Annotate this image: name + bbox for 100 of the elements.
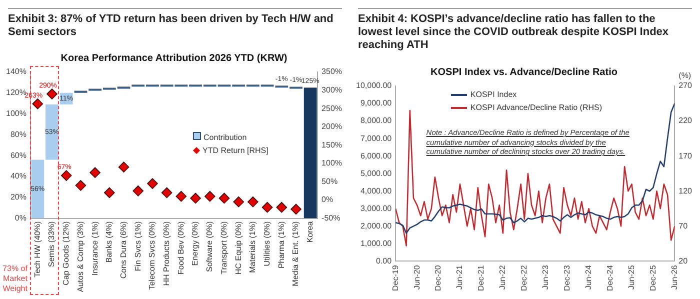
point: [176, 190, 187, 202]
x-tick-label: Jun-22: [498, 264, 508, 290]
y-tick-label: 40%: [10, 172, 26, 181]
x-tick-label: Dec-22: [520, 264, 529, 292]
y-tick-label: 140%: [6, 67, 26, 76]
y2-tick-label: 70: [678, 221, 688, 230]
point: [248, 196, 258, 208]
y-tick-label: 4,000.00: [360, 186, 392, 196]
y2-tick-label: 150%: [322, 140, 342, 150]
point: [276, 202, 288, 213]
x-tick-label: HC Equip (0%): [234, 220, 243, 275]
x-tick-label: Tech HW (40%): [32, 220, 42, 278]
legend-label: Contribution: [202, 132, 248, 144]
chart-title: Exhibit 4: KOSPI’s advance/decline ratio has fallen to the lowest level since the COVID outbreak despite KOSPI Index reaching ATH: [358, 8, 692, 52]
x-tick-label: Materials (1%): [248, 220, 258, 273]
x-tick-label: Fin Svcs (1%): [133, 220, 142, 272]
y-tick-label: 1,000.00: [360, 238, 392, 248]
y2-tick-label: -50%: [322, 214, 340, 223]
y-tick-label: 6,000.00: [360, 151, 392, 160]
y2-tick-label: 20: [678, 256, 688, 266]
x-tick-label: Jun-25: [626, 264, 636, 290]
legend-label: YTD Return [RHS]: [202, 144, 268, 157]
x-tick-label: Korea: [306, 220, 315, 243]
point: [147, 178, 158, 189]
x-tick-label: Food Bev (0%): [176, 220, 186, 275]
y2-tick-label: 50%: [322, 176, 338, 186]
point: [46, 88, 58, 100]
x-tick-label: Jun-23: [541, 264, 550, 290]
x-tick-label: Dec-19: [390, 264, 400, 292]
x-tick-label: Transport (0%): [219, 220, 228, 274]
point: [204, 190, 216, 202]
point: [90, 167, 100, 178]
x-tick-label: Utilities (0%): [262, 220, 272, 266]
text: 73% of Market Weight: [2, 264, 28, 294]
x-tick-label: HH Products (0%): [162, 220, 172, 286]
point: [218, 192, 230, 204]
y-tick-label: 2,000.00: [360, 221, 392, 230]
y-tick-label: 9,000.00: [360, 98, 392, 108]
y-tick-label: 10,000.00: [356, 81, 392, 90]
y2-axis-title: (%): [678, 71, 692, 80]
point: [290, 204, 302, 215]
point: [132, 185, 144, 196]
bar: [46, 104, 58, 160]
point: [161, 187, 172, 198]
bar: [304, 88, 317, 218]
x-tick-label: Banks (4%): [104, 220, 114, 263]
x-tick-label: Jun-21: [455, 264, 464, 290]
point: [75, 180, 86, 191]
y-tick-label: 100%: [6, 109, 26, 118]
x-tick-label: Jun-24: [584, 264, 593, 290]
chart-subtitle: Korea Performance Attribution 2026 YTD (KRW): [60, 52, 288, 64]
y-tick-label: 120%: [6, 88, 26, 98]
chart-title: Exhibit 3: 87% of YTD return has been driven by Tech H/W and Semi sectors: [8, 8, 342, 39]
y-tick-label: 0%: [14, 214, 26, 223]
point: [104, 187, 115, 198]
point: [60, 170, 72, 181]
legend-label: KOSPI Index: [469, 89, 518, 101]
x-tick-label: Cons Dura (6%): [118, 220, 128, 279]
y2-tick-label: 170: [678, 151, 693, 160]
y2-tick-label: 100%: [322, 158, 342, 168]
y2-tick-label: 350%: [322, 67, 342, 76]
x-tick-label: Insurance (1%): [90, 220, 100, 276]
x-tick-label: Software (0%): [205, 220, 214, 272]
x-tick-label: Dec-24: [605, 264, 614, 292]
x-tick-label: Cap Goods (12%): [62, 220, 71, 286]
y-tick-label: 5,000.00: [360, 168, 392, 178]
y-tick-label: 60%: [10, 150, 26, 160]
y2-tick-label: 200%: [322, 122, 342, 132]
y2-tick-label: 0%: [322, 195, 334, 204]
point: [118, 162, 130, 172]
x-tick-label: Energy (0%): [190, 220, 200, 266]
x-tick-label: Dec-25: [648, 264, 658, 292]
y2-tick-label: 250%: [322, 104, 342, 113]
point: [190, 192, 201, 204]
point: [233, 196, 244, 208]
y-tick-label: 20%: [10, 192, 26, 202]
x-tick-label: Jun-26: [670, 264, 679, 290]
x-tick-label: Dec-21: [476, 264, 486, 292]
legend-label: KOSPI Advance/Decline Ratio (RHS): [469, 102, 602, 114]
x-tick-label: Semis (33%): [47, 220, 56, 268]
x-tick-label: Dec-20: [434, 264, 443, 292]
x-tick-label: Telecom Svcs (0%): [148, 220, 157, 290]
x-tick-label: Jun-20: [412, 264, 422, 290]
bar: [31, 160, 44, 218]
y-tick-label: 8,000.00: [360, 116, 392, 126]
y2-tick-label: 220: [678, 116, 693, 126]
x-tick-label: Dec-23: [562, 264, 572, 292]
x-tick-label: Autos & Comp (3%): [76, 220, 85, 292]
y2-tick-label: 120: [678, 186, 693, 196]
y2-tick-label: 300%: [322, 85, 342, 94]
y-tick-label: 0.00: [376, 256, 392, 266]
point: [262, 202, 273, 213]
point: [32, 98, 44, 110]
y2-tick-label: 270: [678, 81, 693, 90]
y-tick-label: 3,000.00: [360, 204, 392, 213]
x-tick-label: Pharma (1%): [276, 220, 286, 268]
chart-subtitle: KOSPI Index vs. Advance/Decline Ratio: [430, 66, 618, 78]
y-tick-label: 7,000.00: [360, 134, 392, 143]
x-tick-label: Media & Ent. (1%): [291, 220, 300, 286]
y-tick-label: 80%: [10, 130, 26, 139]
